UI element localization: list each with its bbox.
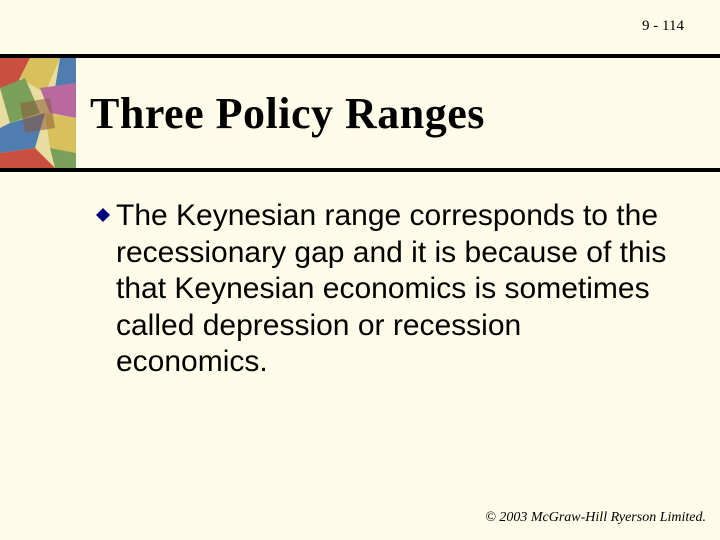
body-content: The Keynesian range corresponds to the r… [96,198,672,381]
slide: 9 - 114 Three Policy Ranges [0,0,720,540]
diamond-icon [96,208,110,222]
page-number: 9 - 114 [642,18,684,35]
rule-bottom [0,168,720,172]
bullet-text: The Keynesian range corresponds to the r… [116,198,672,381]
copyright-footer: © 2003 McGraw-Hill Ryerson Limited. [485,510,706,526]
decor-image [0,58,76,168]
slide-title: Three Policy Ranges [90,88,485,139]
bullet-item: The Keynesian range corresponds to the r… [96,198,672,381]
title-band: Three Policy Ranges [0,58,720,168]
